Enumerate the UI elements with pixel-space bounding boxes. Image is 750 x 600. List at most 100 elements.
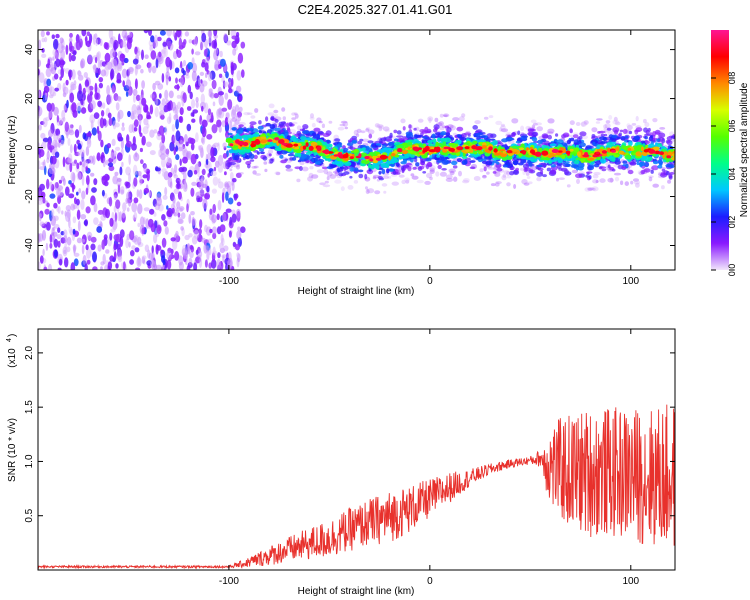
snr-frame [37, 328, 676, 571]
noise-speckle [113, 194, 118, 201]
noise-speckle [70, 81, 75, 91]
noise-speckle [149, 129, 155, 138]
signal-ridge-cell [270, 158, 274, 161]
signal-ridge-cell [360, 130, 366, 134]
noise-speckle [187, 247, 191, 255]
signal-ridge-cell [612, 119, 620, 125]
signal-ridge-cell [500, 128, 507, 132]
signal-ridge-cell [298, 139, 306, 143]
signal-ridge-cell [305, 142, 309, 147]
signal-ridge-cell [450, 137, 455, 141]
signal-ridge-cell [285, 143, 293, 148]
signal-ridge-cell [569, 148, 574, 152]
noise-speckle [171, 124, 176, 132]
signal-ridge-cell [400, 118, 406, 124]
signal-ridge-cell [246, 134, 254, 139]
signal-ridge-cell [281, 142, 288, 146]
x-tick-label: 100 [622, 276, 639, 287]
noise-speckle [121, 161, 124, 168]
noise-speckle [133, 152, 140, 162]
signal-ridge-cell [478, 151, 484, 155]
noise-speckle [216, 109, 220, 120]
noise-speckle [116, 72, 122, 83]
signal-ridge-cell [644, 136, 648, 140]
noise-speckle [106, 143, 111, 149]
signal-ridge-cell [252, 133, 260, 137]
signal-ridge-cell [281, 149, 288, 155]
signal-ridge-cell [606, 142, 613, 146]
signal-ridge-cell [633, 135, 641, 140]
signal-ridge-cell [531, 124, 536, 129]
signal-ridge-cell [231, 126, 237, 131]
noise-speckle [159, 30, 166, 36]
noise-speckle [53, 238, 59, 248]
noise-speckle [173, 135, 177, 142]
noise-speckle [51, 34, 55, 39]
noise-speckle [68, 37, 73, 43]
noise-speckle [204, 192, 211, 200]
noise-speckle [137, 222, 141, 228]
noise-speckle [86, 231, 93, 241]
signal-ridge-cell [632, 178, 640, 182]
signal-ridge-cell [616, 136, 621, 139]
signal-ridge-cell [668, 164, 674, 168]
noise-speckle [136, 257, 142, 267]
noise-speckle [176, 180, 180, 189]
noise-speckle [76, 191, 79, 196]
noise-speckle [114, 171, 119, 176]
y-tick-label: 0 [24, 144, 35, 150]
signal-ridge-cell [349, 166, 355, 172]
colorbar-tick-label: 0.6 [727, 120, 737, 133]
noise-speckle [179, 158, 182, 166]
signal-ridge-cell [511, 132, 517, 137]
signal-ridge-cell [437, 137, 441, 142]
noise-speckle [183, 39, 187, 45]
signal-ridge-cell [492, 171, 497, 174]
noise-speckle [86, 259, 91, 265]
noise-speckle [54, 52, 59, 60]
noise-speckle [225, 191, 229, 201]
signal-ridge-cell [506, 182, 511, 187]
signal-ridge-cell [334, 179, 342, 184]
noise-speckle [175, 145, 178, 152]
noise-speckle [56, 134, 62, 141]
noise-speckle [213, 93, 219, 99]
noise-speckle [80, 214, 87, 220]
noise-speckle [113, 234, 120, 241]
noise-speckle [121, 40, 127, 48]
signal-ridge-cell [300, 153, 308, 159]
noise-speckle [163, 220, 168, 227]
noise-speckle [87, 54, 93, 64]
noise-speckle [121, 210, 126, 219]
signal-ridge-cell [494, 152, 501, 156]
noise-speckle [233, 193, 238, 201]
signal-ridge-cell [294, 166, 301, 170]
signal-ridge-cell [468, 149, 474, 153]
signal-ridge-cell [474, 120, 481, 125]
noise-speckle [61, 210, 64, 215]
signal-ridge-cell [481, 145, 487, 149]
signal-ridge-cell [431, 133, 436, 139]
spectrogram-frame [37, 29, 676, 271]
signal-ridge-cell [359, 138, 364, 142]
signal-ridge-cell [448, 147, 456, 152]
noise-speckle [118, 33, 121, 45]
noise-speckle [201, 61, 206, 68]
noise-speckle [172, 30, 176, 37]
signal-ridge-cell [383, 190, 387, 194]
noise-speckle [176, 201, 181, 209]
noise-speckle [149, 104, 154, 115]
signal-ridge-cell [365, 189, 370, 195]
noise-speckle [67, 138, 71, 146]
noise-speckle [57, 240, 61, 248]
signal-ridge-cell [507, 137, 514, 141]
noise-speckle [120, 186, 125, 194]
signal-ridge-cell [572, 134, 579, 139]
signal-ridge-cell [587, 165, 595, 171]
signal-ridge-cell [517, 130, 521, 136]
noise-speckle [121, 126, 125, 132]
y-tick-label: -20 [24, 189, 35, 204]
signal-ridge-cell [404, 177, 410, 183]
signal-ridge-cell [402, 150, 408, 155]
noise-speckle [188, 39, 193, 44]
